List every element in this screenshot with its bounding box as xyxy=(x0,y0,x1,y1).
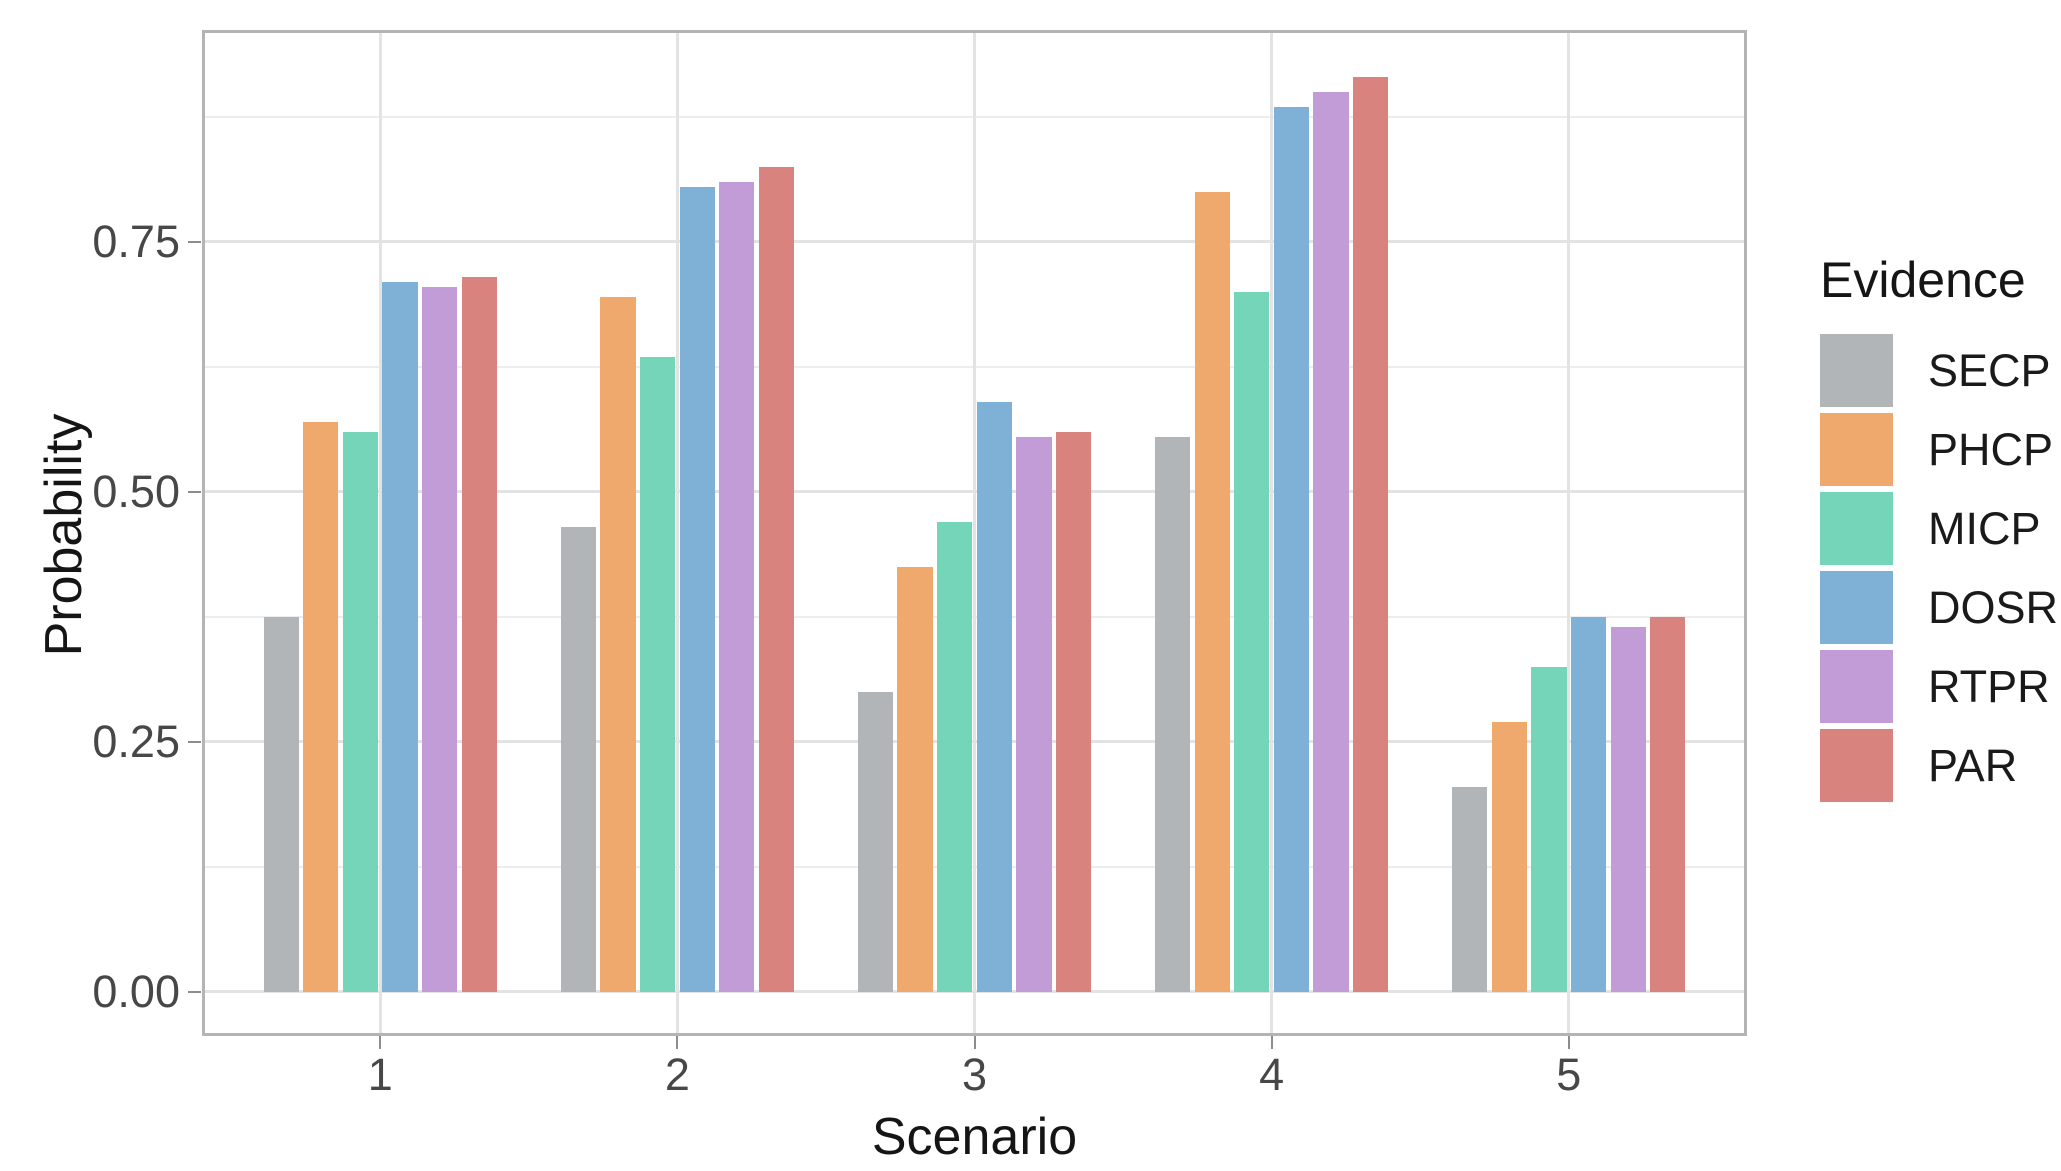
bar-phcp-scenario-4 xyxy=(1194,191,1230,992)
legend: Evidence SECP PHCP MICP DOSR RTPR PAR xyxy=(1820,252,2058,808)
bar-secp-scenario-3 xyxy=(857,691,894,992)
x-tick-mark xyxy=(379,1036,382,1049)
y-tick-label: 0.75 xyxy=(92,215,180,267)
x-tick-label: 5 xyxy=(1556,1049,1582,1100)
x-axis-title: Scenario xyxy=(871,1108,1078,1166)
bar-phcp-scenario-1 xyxy=(303,421,339,992)
x-tick-mark xyxy=(1270,1036,1273,1049)
legend-item-par: PAR xyxy=(1820,729,2058,802)
y-tick-mark xyxy=(188,740,201,743)
y-tick-label: 0.25 xyxy=(92,715,180,767)
x-tick-label: 3 xyxy=(961,1049,988,1100)
y-tick-mark xyxy=(188,240,201,243)
legend-key-swatch-par xyxy=(1820,729,1893,802)
bar-secp-scenario-5 xyxy=(1452,786,1488,992)
gridline-vertical xyxy=(973,30,976,1036)
legend-items: SECP PHCP MICP DOSR RTPR PAR xyxy=(1820,334,2058,802)
legend-key-swatch-rtpr xyxy=(1820,650,1893,723)
bar-rtpr-scenario-2 xyxy=(719,181,755,992)
bar-secp-scenario-4 xyxy=(1154,436,1191,992)
x-tick-mark xyxy=(676,1036,679,1049)
bar-phcp-scenario-5 xyxy=(1491,721,1527,992)
y-tick-label: 0.00 xyxy=(92,965,180,1017)
bar-rtpr-scenario-1 xyxy=(422,286,458,992)
y-tick-label: 0.50 xyxy=(92,465,180,517)
gridline-vertical xyxy=(378,30,382,1036)
legend-key-swatch-micp xyxy=(1820,492,1893,565)
bar-par-scenario-5 xyxy=(1650,616,1686,992)
legend-item-label: PHCP xyxy=(1928,423,2054,475)
x-tick-label: 4 xyxy=(1259,1049,1285,1100)
bar-secp-scenario-2 xyxy=(560,526,596,992)
bar-par-scenario-3 xyxy=(1055,431,1092,992)
bar-micp-scenario-2 xyxy=(639,356,676,992)
bar-rtpr-scenario-3 xyxy=(1016,436,1052,992)
x-tick-mark xyxy=(973,1036,976,1049)
bar-rtpr-scenario-4 xyxy=(1313,91,1349,992)
bar-par-scenario-4 xyxy=(1353,76,1389,992)
legend-item-dosr: DOSR xyxy=(1820,571,2058,644)
legend-item-secp: SECP xyxy=(1820,334,2058,407)
bar-phcp-scenario-3 xyxy=(897,566,933,992)
legend-item-phcp: PHCP xyxy=(1820,413,2058,486)
bar-micp-scenario-5 xyxy=(1531,666,1567,992)
legend-item-label: SECP xyxy=(1928,344,2051,396)
legend-item-label: RTPR xyxy=(1928,660,2050,712)
y-axis-title: Probability xyxy=(35,413,93,657)
legend-title: Evidence xyxy=(1820,252,2026,308)
legend-item-micp: MICP xyxy=(1820,492,2058,565)
y-tick-mark xyxy=(188,990,201,993)
bar-dosr-scenario-1 xyxy=(382,281,418,992)
x-tick-label: 1 xyxy=(367,1049,393,1100)
gridline-vertical xyxy=(1270,30,1274,1036)
bar-par-scenario-2 xyxy=(758,166,795,992)
bar-dosr-scenario-3 xyxy=(976,401,1012,992)
legend-key-swatch-dosr xyxy=(1820,571,1893,644)
legend-item-rtpr: RTPR xyxy=(1820,650,2058,723)
bar-dosr-scenario-4 xyxy=(1273,106,1310,992)
bar-micp-scenario-1 xyxy=(342,431,379,992)
bar-secp-scenario-1 xyxy=(263,616,299,992)
plot-panel xyxy=(202,30,1747,1036)
legend-item-label: MICP xyxy=(1928,502,2041,554)
legend-key-swatch-secp xyxy=(1820,334,1893,407)
x-tick-label: 2 xyxy=(664,1049,690,1100)
gridline-vertical xyxy=(1567,30,1571,1036)
x-tick-mark xyxy=(1567,1036,1570,1049)
legend-item-label: PAR xyxy=(1928,739,2018,791)
bar-par-scenario-1 xyxy=(461,276,497,992)
legend-key-swatch-phcp xyxy=(1820,413,1893,486)
bar-dosr-scenario-5 xyxy=(1570,616,1607,992)
bar-micp-scenario-4 xyxy=(1234,291,1270,992)
bar-micp-scenario-3 xyxy=(937,521,973,992)
bar-rtpr-scenario-5 xyxy=(1610,626,1646,992)
legend-item-label: DOSR xyxy=(1928,581,2059,633)
bar-dosr-scenario-2 xyxy=(679,186,715,992)
gridline-vertical xyxy=(675,30,679,1036)
y-tick-mark xyxy=(188,490,201,493)
bar-phcp-scenario-2 xyxy=(600,296,636,992)
